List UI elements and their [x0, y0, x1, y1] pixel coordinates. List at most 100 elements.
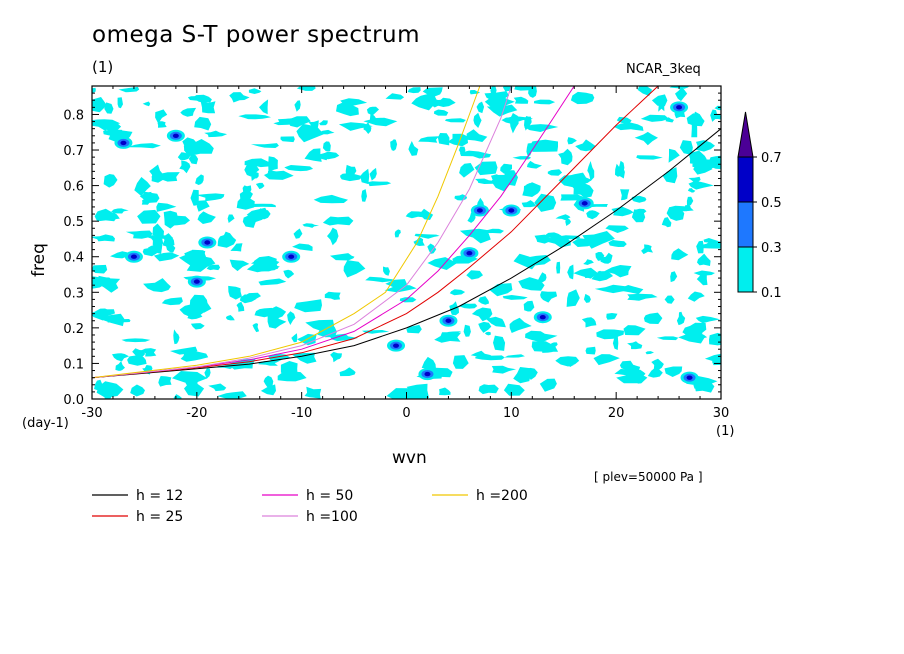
contour-speckle — [92, 234, 115, 242]
contour-speckle — [693, 270, 715, 276]
contour-speckle — [645, 351, 654, 355]
contour-speckle — [179, 304, 208, 318]
series-line — [92, 86, 575, 379]
contour-speckle — [340, 98, 368, 107]
colorbar-box — [737, 246, 754, 293]
contour-speckle — [236, 193, 255, 210]
contour-speckle — [485, 316, 506, 328]
contour-speckle — [394, 229, 401, 238]
contour-speckle — [523, 300, 535, 312]
contour-speckle — [250, 143, 279, 148]
contour-speckle — [504, 170, 518, 186]
contour-speckle — [110, 251, 129, 259]
contour-speckle — [283, 269, 295, 279]
contour-speckle — [291, 333, 298, 343]
contour-speckle — [406, 324, 422, 334]
contour-speckle — [623, 325, 646, 336]
contour-speckle — [524, 124, 559, 132]
contour-speckle — [439, 387, 451, 396]
contour-speckle — [493, 335, 506, 351]
contour-patch-core — [676, 105, 683, 110]
contour-speckle — [476, 101, 485, 114]
contour-speckle — [217, 391, 247, 399]
contour-speckle — [656, 336, 679, 341]
contour-patch-core — [686, 375, 693, 380]
contour-speckle — [141, 198, 150, 205]
contour-speckle — [322, 216, 354, 226]
contour-speckle — [304, 148, 322, 162]
series-line — [92, 86, 512, 379]
contour-speckle — [502, 295, 528, 300]
contour-speckle — [528, 86, 537, 98]
contour-speckle — [196, 193, 225, 202]
contour-speckle — [385, 93, 405, 100]
contour-speckle — [99, 313, 125, 327]
contour-patch-core — [130, 254, 137, 259]
contour-speckle — [319, 120, 328, 126]
contour-speckle — [161, 297, 183, 306]
contour-speckle — [296, 86, 316, 91]
contour-speckle — [155, 109, 168, 124]
contour-speckle — [112, 353, 130, 362]
contour-speckle — [243, 292, 261, 299]
contour-speckle — [471, 307, 493, 322]
contour-speckle — [437, 133, 450, 146]
contour-speckle — [658, 97, 665, 112]
contour-speckle — [305, 319, 335, 333]
x-tick-label: 30 — [713, 406, 730, 421]
contour-speckle — [566, 289, 580, 307]
contour-speckle — [179, 160, 191, 174]
contour-speckle — [627, 341, 643, 350]
contour-speckle — [92, 87, 96, 93]
series-line — [92, 86, 659, 379]
y-axis-unit: (day-1) — [22, 416, 69, 431]
contour-patch-core — [581, 201, 588, 206]
contour-speckle — [686, 113, 705, 127]
y-tick-label: 0.1 — [63, 357, 84, 372]
contour-speckle — [593, 354, 620, 366]
contour-speckle — [313, 194, 348, 204]
contour-speckle — [111, 208, 129, 214]
contour-speckle — [117, 97, 123, 109]
contour-speckle — [127, 143, 161, 149]
contour-speckle — [360, 168, 370, 185]
contour-speckle — [405, 211, 426, 219]
contour-speckle — [260, 384, 276, 396]
colorbar-label: 0.3 — [761, 241, 782, 256]
contour-speckle — [264, 170, 294, 180]
contour-speckle — [470, 350, 492, 358]
contour-speckle — [143, 278, 171, 293]
contour-patch-core — [288, 254, 295, 259]
contour-speckle — [92, 119, 121, 132]
contour-speckle — [489, 283, 513, 297]
contour-speckle — [670, 271, 678, 283]
contour-speckle — [631, 195, 647, 203]
contour-speckle — [662, 167, 678, 184]
contour-speckle — [180, 351, 209, 362]
contour-speckle — [586, 210, 600, 220]
contour-speckle — [604, 265, 632, 278]
contour-speckle — [197, 211, 216, 224]
contour-speckle — [147, 245, 161, 250]
contour-speckle — [103, 129, 123, 137]
contour-speckle — [474, 161, 498, 176]
contour-speckle — [679, 140, 693, 155]
contour-speckle — [647, 365, 663, 378]
contour-speckle — [104, 102, 114, 114]
contour-speckle — [693, 380, 712, 390]
contour-speckle — [384, 284, 417, 293]
contour-speckle — [570, 91, 595, 105]
y-tick-label: 0.7 — [63, 144, 84, 159]
contour-speckle — [513, 96, 529, 104]
contour-speckle — [284, 165, 314, 172]
contour-speckle — [330, 253, 355, 261]
contour-speckle — [526, 160, 542, 169]
contour-speckle — [330, 351, 342, 363]
contour-speckle — [172, 371, 208, 383]
contour-speckle — [296, 123, 324, 143]
contour-speckle — [408, 141, 419, 156]
contour-speckle — [304, 386, 322, 399]
contour-patch-core — [508, 208, 515, 213]
contour-speckle — [436, 97, 456, 107]
contour-speckle — [229, 259, 250, 272]
